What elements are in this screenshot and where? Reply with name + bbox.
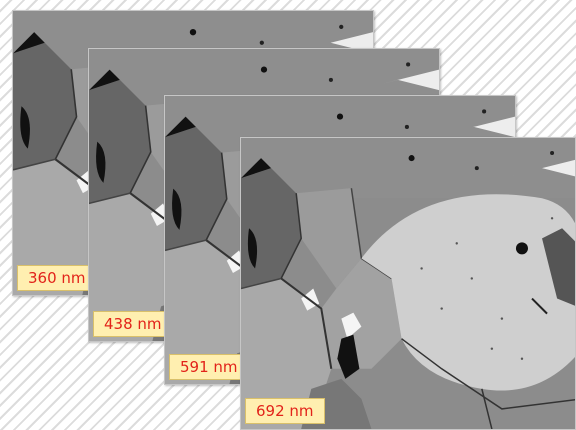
wavelength-label-1: 360 nm <box>17 265 97 291</box>
wavelength-label-4: 692 nm <box>245 398 325 424</box>
micrograph-image-4 <box>241 138 575 429</box>
micrograph-panel-4: 692 nm <box>240 137 576 430</box>
wavelength-label-3: 591 nm <box>169 354 249 380</box>
wavelength-label-2: 438 nm <box>93 311 173 337</box>
